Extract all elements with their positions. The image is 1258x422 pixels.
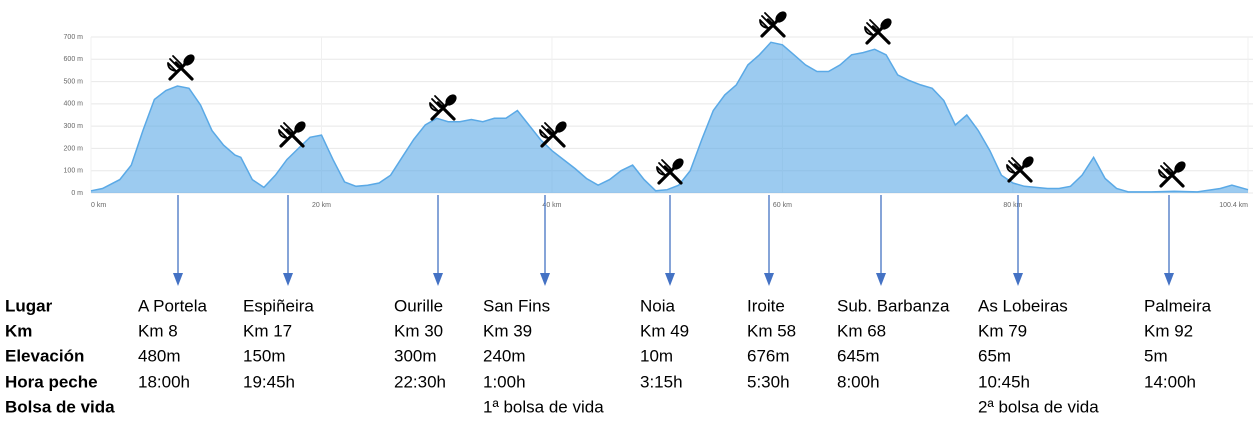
arrow-head <box>433 273 443 286</box>
table-cell: 65m <box>978 346 1011 365</box>
row-label: Lugar <box>5 296 53 315</box>
table-cell: Km 17 <box>243 321 292 340</box>
arrow-head <box>876 273 886 286</box>
restaurant-icon <box>428 92 459 121</box>
table-cell: 18:00h <box>138 372 190 391</box>
row-label: Km <box>5 321 32 340</box>
restaurant-icon <box>1157 159 1188 188</box>
table-cell: Km 92 <box>1144 321 1193 340</box>
y-tick-label: 100 m <box>64 168 84 175</box>
arrow-head <box>1164 273 1174 286</box>
table-cell: 5m <box>1144 346 1168 365</box>
x-tick-label: 20 km <box>312 202 331 209</box>
table-cell: Noia <box>640 296 676 315</box>
x-tick-label: 60 km <box>773 202 792 209</box>
restaurant-icon <box>863 16 894 45</box>
table-cell: 2ª bolsa de vida <box>978 397 1099 416</box>
table-cell: 645m <box>837 346 880 365</box>
x-tick-label: 100.4 km <box>1219 202 1248 209</box>
table-cell: Km 49 <box>640 321 689 340</box>
plot: 0 m 100 m 200 m 300 m 400 m 500 m 600 m 700 m 0 … <box>64 34 1253 209</box>
table-cell: 480m <box>138 346 181 365</box>
arrow-head <box>764 273 774 286</box>
arrow-head <box>1013 273 1023 286</box>
x-tick-label: 80 km <box>1003 202 1022 209</box>
arrow-head <box>283 273 293 286</box>
x-tick-label: 0 km <box>91 202 106 209</box>
table-cell: Km 68 <box>837 321 886 340</box>
table-cell: 1ª bolsa de vida <box>483 397 604 416</box>
y-tick-label: 300 m <box>64 123 84 130</box>
table-cell: 240m <box>483 346 526 365</box>
table: Lugar Km Elevación Hora peche Bolsa de vida A… <box>5 296 1212 416</box>
restaurant-icon <box>1005 154 1036 183</box>
row-label: Hora peche <box>5 372 98 391</box>
y-tick-label: 400 m <box>64 101 84 108</box>
line <box>90 41 1249 193</box>
restaurant-icon <box>166 52 197 81</box>
table-cell: 150m <box>243 346 286 365</box>
table-cell: San Fins <box>483 296 550 315</box>
table-cell: Km 30 <box>394 321 443 340</box>
restaurant-icon <box>277 119 308 148</box>
table-cell: 676m <box>747 346 790 365</box>
restaurant-icon <box>538 119 569 148</box>
table-cell: Km 8 <box>138 321 178 340</box>
table-cell: 8:00h <box>837 372 880 391</box>
y-tick-label: 200 m <box>64 145 84 152</box>
row-label: Elevación <box>5 346 84 365</box>
x-tick-label: 40 km <box>542 202 561 209</box>
table-cell: 10:45h <box>978 372 1030 391</box>
table-cell: As Lobeiras <box>978 296 1068 315</box>
table-cell: Km 58 <box>747 321 796 340</box>
table-cell: Espiñeira <box>243 296 314 315</box>
table-cell: Km 39 <box>483 321 532 340</box>
restaurant-icon <box>655 156 686 185</box>
y-tick-label: 0 m <box>71 190 83 197</box>
table-cell: 300m <box>394 346 437 365</box>
decor <box>166 9 1188 286</box>
y-tick-label: 600 m <box>64 56 84 63</box>
table-cell: 5:30h <box>747 372 790 391</box>
table-cell: 19:45h <box>243 372 295 391</box>
table-cell: Sub. Barbanza <box>837 296 950 315</box>
y-tick-label: 700 m <box>64 34 84 41</box>
restaurant-icon <box>758 9 789 38</box>
table-cell: Palmeira <box>1144 296 1212 315</box>
table-cell: 14:00h <box>1144 372 1196 391</box>
table-cell: 22:30h <box>394 372 446 391</box>
table-cell: Iroite <box>747 296 785 315</box>
table-cell: Ourille <box>394 296 443 315</box>
arrow-head <box>173 273 183 286</box>
arrow-head <box>665 273 675 286</box>
table-cell: Km 79 <box>978 321 1027 340</box>
table-cell: A Portela <box>138 296 208 315</box>
table-cell: 1:00h <box>483 372 526 391</box>
table-cell: 3:15h <box>640 372 683 391</box>
row-label: Bolsa de vida <box>5 397 115 416</box>
area <box>91 42 1248 193</box>
table-cell: 10m <box>640 346 673 365</box>
arrow-head <box>540 273 550 286</box>
y-tick-label: 500 m <box>64 78 84 85</box>
